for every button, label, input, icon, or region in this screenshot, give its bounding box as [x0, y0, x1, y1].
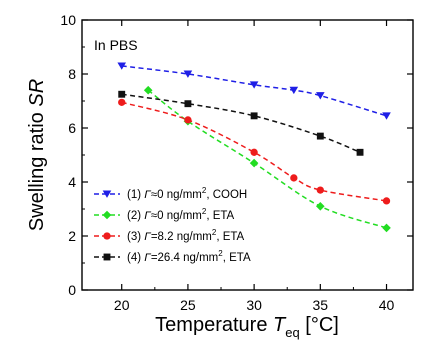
- x-tick-label: 35: [313, 297, 329, 313]
- x-tick-label: 20: [114, 297, 130, 313]
- data-point-triangle-down: [316, 92, 325, 100]
- series-1: [117, 62, 391, 120]
- data-point-circle: [184, 116, 192, 124]
- data-point-circle: [250, 148, 258, 156]
- series-line: [121, 93, 361, 153]
- data-point-circle: [316, 186, 324, 194]
- series-line: [121, 65, 387, 117]
- series-line: [121, 101, 387, 202]
- x-tick-label: 40: [379, 297, 395, 313]
- legend-marker: [102, 190, 112, 198]
- series-line: [147, 89, 387, 229]
- legend-label: (3) Γ=8.2 ng/mm2, ETA: [127, 228, 245, 243]
- x-axis-title-var: T: [273, 314, 287, 336]
- data-point-square: [118, 90, 126, 98]
- legend-marker: [103, 232, 111, 240]
- legend-item-3: (3) Γ=8.2 ng/mm2, ETA: [94, 228, 245, 243]
- data-point-diamond: [249, 158, 259, 168]
- data-point-diamond: [316, 202, 325, 211]
- data-point-circle: [118, 98, 126, 107]
- data-point-triangle-down: [289, 86, 299, 95]
- data-point-circle: [382, 197, 391, 205]
- data-point-square: [316, 132, 324, 140]
- x-axis-title-sub: eq: [285, 325, 299, 340]
- data-point-diamond: [143, 85, 153, 95]
- legend-item-2: (2) Γ≈0 ng/mm2, ETA: [94, 207, 235, 222]
- x-axis-title-main: Temperature: [155, 314, 273, 336]
- data-point-triangle-down: [117, 62, 127, 70]
- data-point-square: [356, 148, 364, 156]
- x-axis-title-unit: [°C]: [300, 314, 339, 336]
- y-tick-label: 6: [68, 120, 76, 136]
- legend-item-4: (4) Γ=26.4 ng/mm2, ETA: [94, 249, 251, 264]
- data-point-triangle-down: [183, 70, 193, 78]
- legend-label: (1) Γ≈0 ng/mm2, COOH: [127, 186, 247, 201]
- x-tick-label: 30: [246, 297, 262, 313]
- y-axis-title: Swelling ratio SR: [26, 79, 48, 231]
- data-point-circle: [290, 174, 298, 182]
- legend-marker: [103, 253, 111, 261]
- data-point-triangle-down: [249, 81, 259, 89]
- legend: (1) Γ≈0 ng/mm2, COOH (2) Γ≈0 ng/mm2, ETA (…: [94, 186, 251, 264]
- legend-label: (4) Γ=26.4 ng/mm2, ETA: [127, 249, 251, 264]
- series-3: [118, 98, 391, 205]
- x-tick-label: 25: [180, 297, 196, 313]
- legend-marker: [102, 210, 112, 220]
- data-point-square: [250, 112, 258, 120]
- y-tick-label: 4: [68, 174, 76, 190]
- legend-item-1: (1) Γ≈0 ng/mm2, COOH: [94, 186, 247, 201]
- data-point-diamond: [382, 223, 391, 233]
- legend-label: (2) Γ≈0 ng/mm2, ETA: [127, 207, 235, 222]
- x-axis-ticks: 20 25 30 35 40: [114, 20, 395, 313]
- data-point-square: [184, 100, 192, 108]
- series-layer: [117, 62, 391, 233]
- y-tick-label: 2: [68, 228, 76, 244]
- x-axis-title: Temperature Teq [°C]: [155, 314, 339, 340]
- data-point-triangle-down: [382, 112, 391, 120]
- y-axis-title-var: SR: [26, 79, 48, 107]
- y-tick-label: 10: [60, 12, 76, 28]
- y-tick-label: 0: [68, 282, 76, 298]
- y-axis-title-main: Swelling ratio: [26, 107, 48, 232]
- y-tick-label: 8: [68, 66, 76, 82]
- y-axis-ticks: 0 2 4 6 8 10: [60, 12, 413, 298]
- series-4: [118, 90, 364, 156]
- annotation-in-pbs: In PBS: [94, 37, 138, 53]
